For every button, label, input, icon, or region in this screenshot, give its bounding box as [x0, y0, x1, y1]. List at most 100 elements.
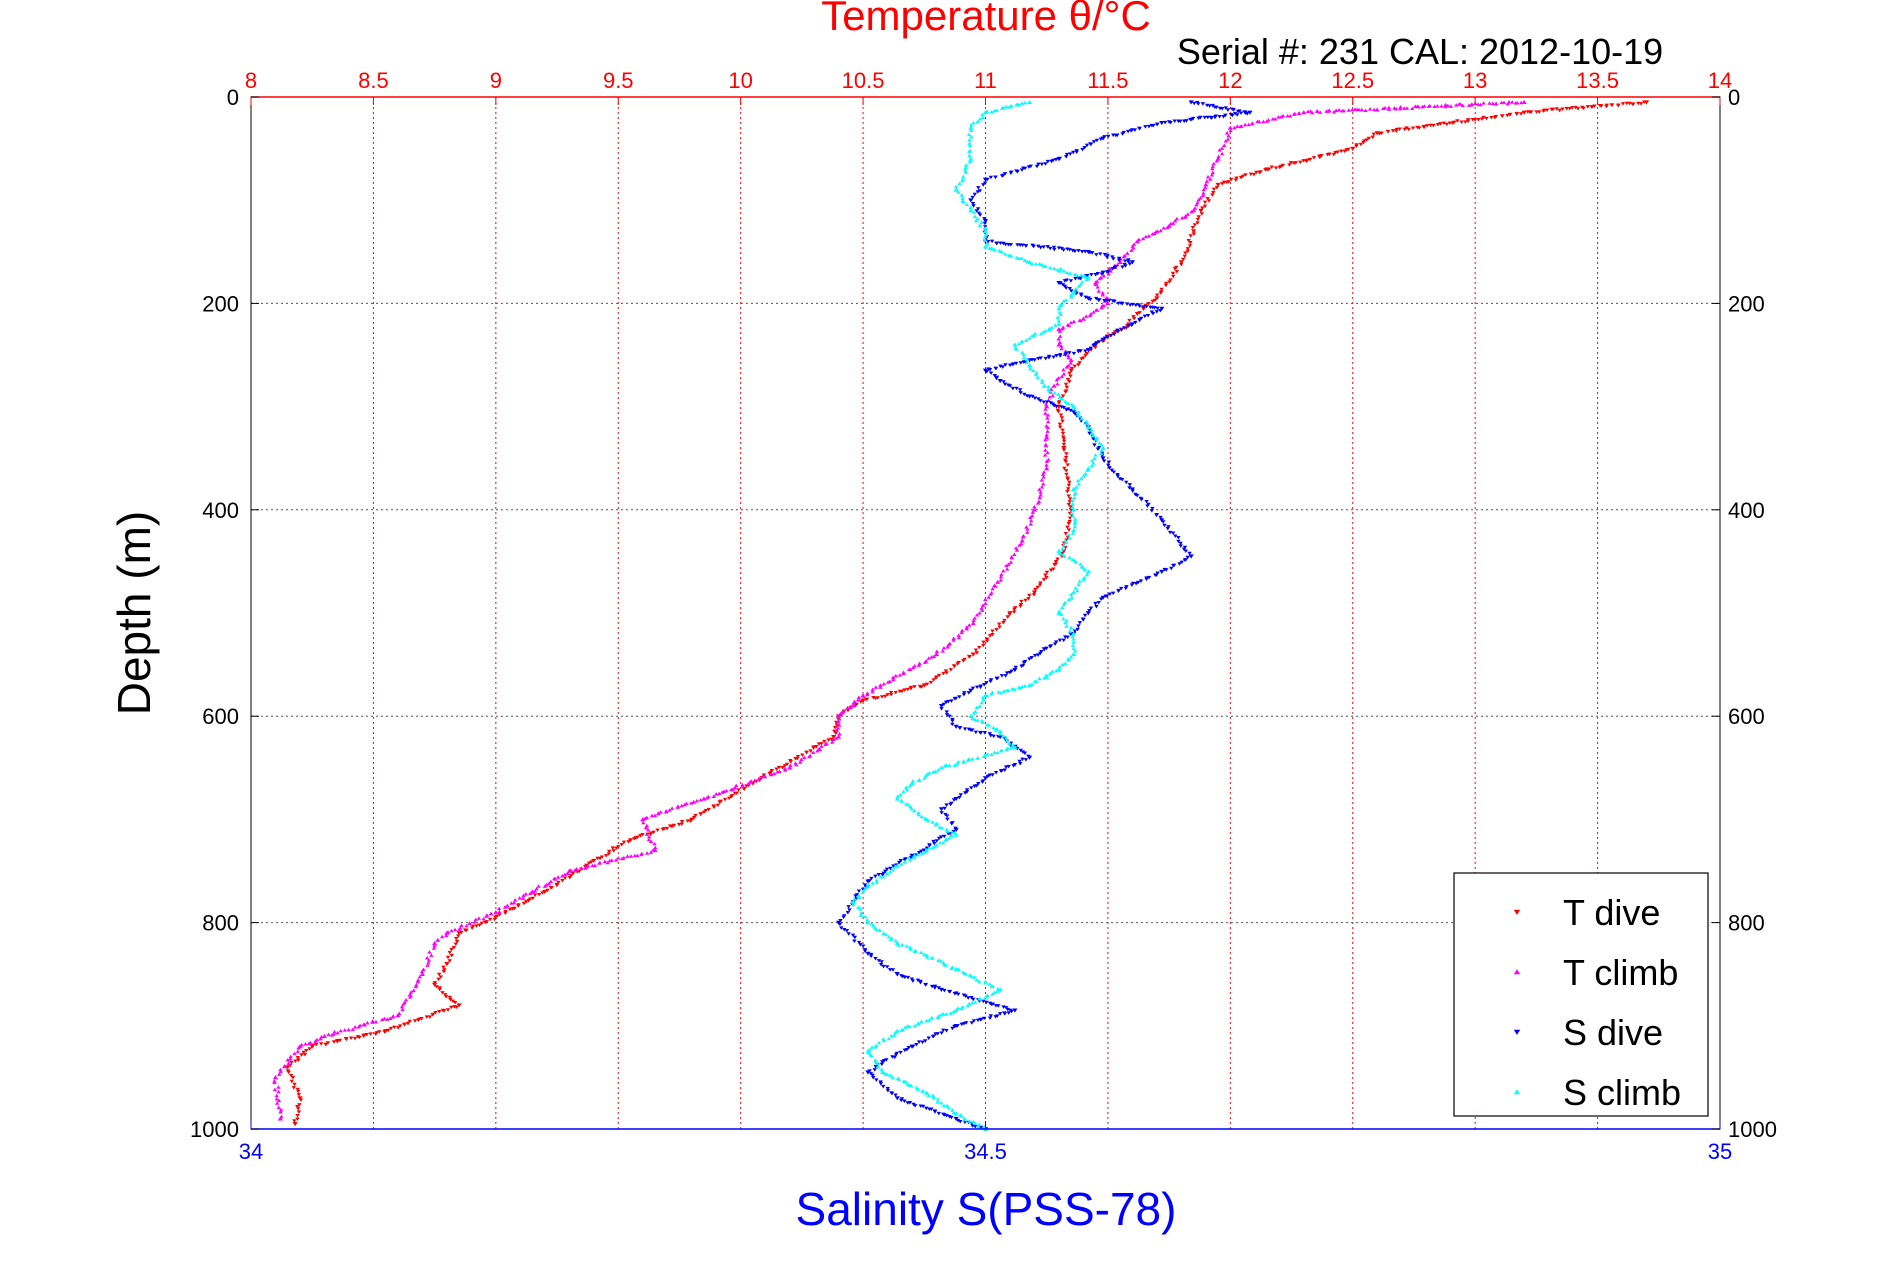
trace-marker: [1397, 106, 1403, 111]
trace-marker: [628, 854, 634, 858]
trace-marker: [1205, 115, 1210, 120]
trace-marker: [875, 1061, 880, 1066]
trace-marker: [1127, 303, 1133, 307]
trace-marker: [963, 170, 968, 175]
trace-marker: [988, 592, 993, 596]
trace-marker: [473, 917, 478, 922]
trace-marker: [595, 856, 600, 861]
trace-marker: [884, 965, 890, 969]
trace-marker: [1021, 352, 1026, 357]
trace-marker: [642, 816, 648, 820]
trace-marker: [969, 995, 974, 1000]
data-point: [938, 765, 945, 770]
trace-marker: [942, 988, 947, 993]
trace-marker: [1051, 567, 1056, 572]
trace-marker: [1078, 282, 1083, 287]
trace-marker: [999, 674, 1005, 678]
trace-marker: [1020, 535, 1025, 539]
trace-marker: [975, 1018, 981, 1023]
trace-marker: [1087, 313, 1093, 318]
trace-marker: [1072, 492, 1078, 496]
trace-marker: [295, 1114, 300, 1118]
trace-marker: [933, 676, 939, 680]
trace-marker: [964, 788, 970, 792]
trace-marker: [1120, 265, 1125, 269]
data-point: [1056, 667, 1062, 672]
data-point: [444, 962, 450, 967]
trace-marker: [861, 944, 866, 949]
trace-marker: [1144, 305, 1149, 309]
trace-marker: [971, 1119, 976, 1124]
trace-marker: [1014, 548, 1020, 552]
trace-marker: [546, 881, 552, 886]
trace-marker: [1070, 557, 1075, 562]
trace-marker: [1037, 495, 1042, 500]
trace-marker: [1076, 284, 1082, 288]
data-point: [1085, 611, 1091, 616]
trace-marker: [1003, 104, 1009, 109]
trace-marker: [449, 928, 454, 933]
data-point: [285, 1065, 291, 1070]
trace-marker: [944, 814, 950, 818]
trace-marker: [1066, 494, 1071, 498]
data-point: [1056, 548, 1062, 553]
trace-marker: [1007, 363, 1013, 368]
trace-marker: [990, 629, 995, 634]
trace-marker: [1108, 269, 1113, 273]
trace-marker: [1201, 187, 1207, 192]
trace-marker: [1273, 166, 1279, 170]
trace-marker: [960, 196, 965, 200]
trace-marker: [885, 1089, 891, 1093]
trace-marker: [981, 754, 987, 759]
trace-marker: [296, 1110, 302, 1114]
trace-marker: [944, 710, 949, 714]
trace-marker: [282, 1064, 288, 1069]
trace-marker: [1131, 315, 1136, 319]
data-point: [1041, 383, 1047, 388]
trace-marker: [355, 1035, 361, 1039]
trace-marker: [560, 873, 565, 878]
trace-marker: [1020, 750, 1026, 754]
trace-marker: [496, 906, 502, 910]
trace-marker: [365, 1020, 370, 1025]
trace-marker: [452, 927, 458, 932]
trace-marker: [1579, 105, 1585, 110]
data-point: [1188, 100, 1194, 105]
trace-marker: [1065, 477, 1071, 482]
trace-marker: [984, 693, 990, 698]
trace-marker: [1168, 221, 1174, 226]
trace-marker: [970, 195, 975, 200]
trace-marker: [1455, 119, 1460, 123]
trace-marker: [1154, 293, 1160, 297]
trace-marker: [1083, 353, 1088, 358]
trace-marker: [288, 1073, 294, 1078]
trace-marker: [484, 914, 489, 918]
trace-marker: [1499, 100, 1504, 105]
trace-marker: [1066, 355, 1071, 360]
trace-marker: [419, 969, 425, 974]
trace-marker: [440, 1008, 446, 1013]
trace-marker: [1489, 115, 1494, 120]
trace-marker: [1077, 579, 1082, 583]
trace-marker: [942, 806, 947, 811]
trace-marker: [1024, 338, 1029, 342]
trace-marker: [957, 795, 962, 800]
right-tick-label: 600: [1728, 704, 1765, 729]
trace-marker: [915, 1087, 921, 1091]
trace-marker: [1071, 319, 1077, 324]
trace-marker: [993, 584, 998, 588]
trace-marker: [1009, 1009, 1014, 1014]
trace-marker: [1192, 223, 1198, 227]
series-s-dive: [836, 100, 1253, 1132]
trace-marker: [977, 611, 982, 615]
trace-marker: [1367, 107, 1373, 111]
trace-marker: [1269, 165, 1274, 170]
right-tick-label: 1000: [1728, 1117, 1777, 1142]
trace-marker: [774, 767, 779, 772]
trace-marker: [876, 1065, 881, 1069]
trace-marker: [859, 911, 864, 915]
trace-marker: [936, 986, 941, 990]
trace-marker: [1043, 448, 1048, 452]
trace-marker: [1045, 425, 1051, 430]
trace-marker: [1083, 249, 1088, 254]
